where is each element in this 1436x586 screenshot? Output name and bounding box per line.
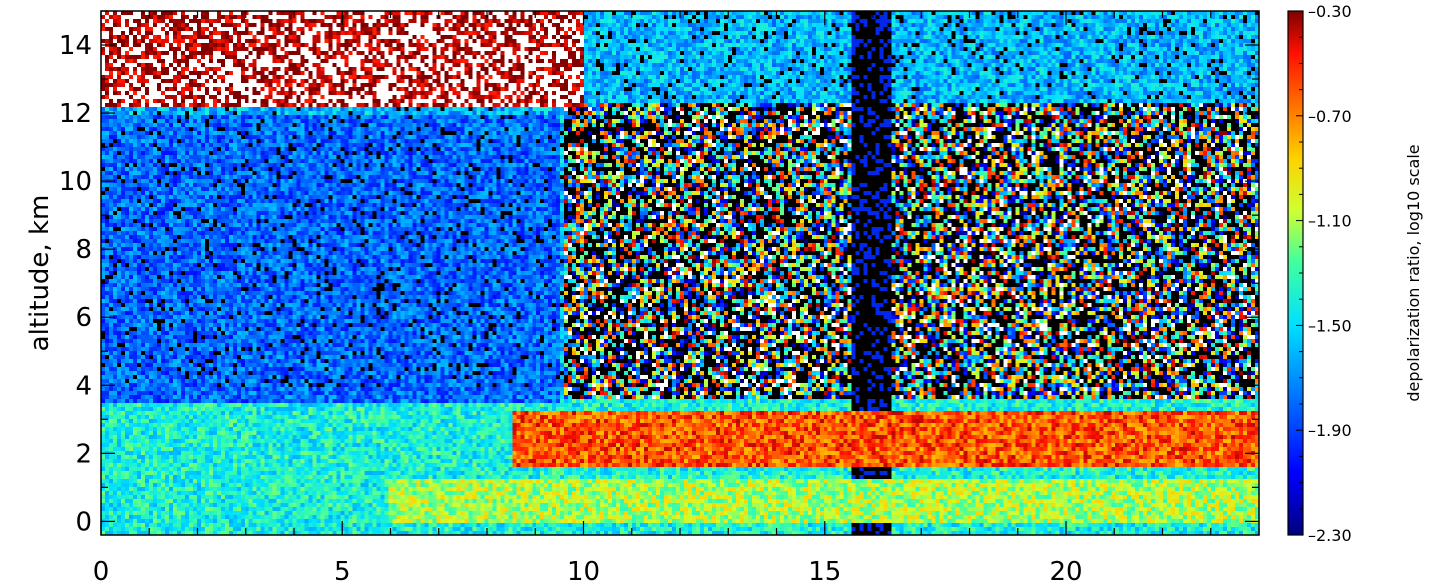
colorbar-tick-label: –1.50 — [1308, 316, 1352, 335]
y-tick-label: 10 — [59, 167, 92, 197]
x-tick-label: 15 — [808, 557, 841, 586]
x-axis: 0 5 10 15 20 — [93, 11, 1260, 586]
x-tick-label: 20 — [1049, 557, 1082, 586]
y-tick-label: 4 — [75, 371, 92, 401]
y-tick-label: 0 — [75, 507, 92, 537]
y-axis: 0 2 4 6 8 10 12 14 — [59, 10, 1259, 537]
colorbar-tick-label: –1.10 — [1308, 212, 1352, 231]
y-tick-label: 12 — [59, 99, 92, 129]
y-tick-label: 14 — [59, 31, 92, 61]
y-axis-label: altitude, km — [25, 195, 55, 352]
y-tick-label: 8 — [75, 235, 92, 265]
y-tick-label: 2 — [75, 439, 92, 469]
colorbar-tick-label: –2.30 — [1308, 526, 1352, 545]
colorbar-axis: –0.30 –0.70 –1.10 –1.50 –1.90 –2.30 — [1296, 2, 1352, 545]
x-tick-label: 5 — [334, 557, 351, 586]
x-tick-label: 0 — [93, 557, 110, 586]
colorbar-tick-label: –0.30 — [1308, 2, 1352, 21]
heatmap-raster — [101, 11, 1259, 535]
colorbar-tick-label: –0.70 — [1308, 107, 1352, 126]
heatmap-image — [101, 11, 1259, 535]
y-tick-label: 6 — [75, 303, 92, 333]
colorbar-tick-label: –1.90 — [1308, 421, 1352, 440]
x-tick-label: 10 — [567, 557, 600, 586]
colorbar-label: depolarization ratio, log10 scale — [1404, 144, 1423, 401]
